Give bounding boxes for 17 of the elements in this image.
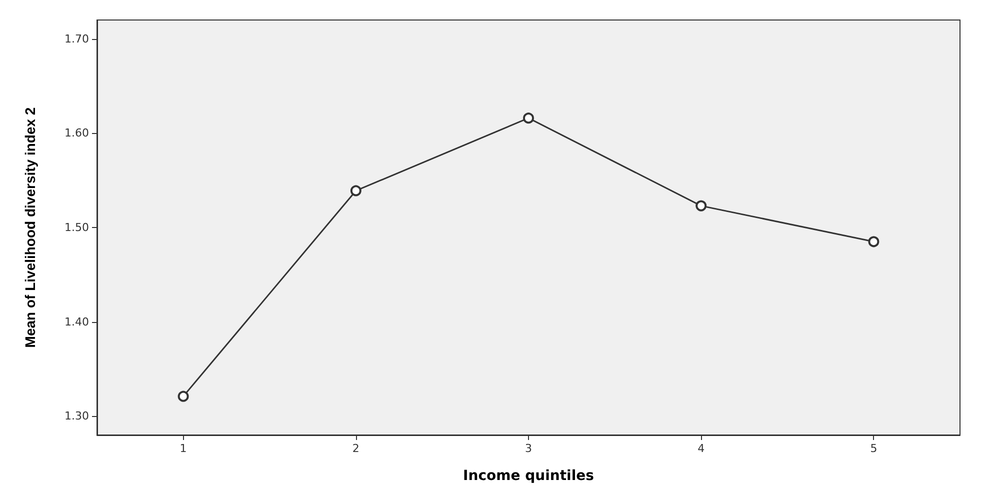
- point: [178, 390, 189, 402]
- x-tick-label: 1: [180, 442, 187, 455]
- x-axis-title: Income quintiles: [463, 468, 594, 484]
- x-tick-label: 4: [698, 442, 705, 455]
- y-tick-label: 1.40: [64, 315, 89, 328]
- y-tick-label: 1.70: [64, 32, 89, 46]
- y-axis-title: Mean of Livelihood diversity index 2: [22, 107, 38, 348]
- point: [350, 185, 362, 196]
- y-tick-label: 1.30: [64, 410, 89, 423]
- point: [523, 112, 534, 124]
- point: [696, 200, 707, 212]
- y-tick-label: 1.50: [64, 221, 89, 234]
- x-tick-label: 2: [352, 442, 360, 455]
- x-tick-label: 3: [525, 442, 532, 455]
- y-tick-label: 1.60: [64, 126, 89, 140]
- x-tick-label: 5: [870, 442, 878, 455]
- point: [868, 236, 880, 248]
